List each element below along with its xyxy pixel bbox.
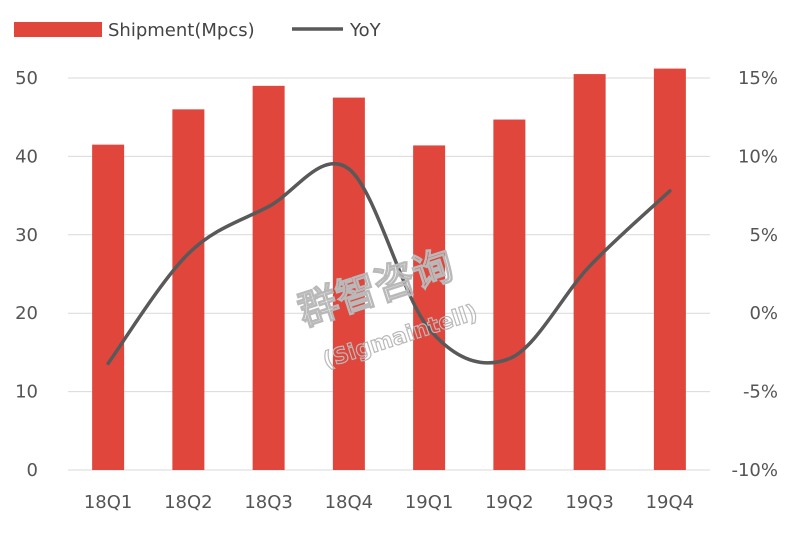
right-tick-label: -5%	[743, 382, 778, 403]
x-tick-label: 18Q2	[164, 492, 213, 513]
legend-shipment-label: Shipment(Mpcs)	[108, 20, 255, 41]
left-tick-label: 30	[15, 225, 38, 246]
bar-19Q1	[413, 145, 446, 470]
x-tick-label: 19Q2	[485, 492, 534, 513]
bar-18Q2	[172, 109, 205, 471]
legend-bar-swatch	[14, 22, 102, 37]
x-tick-label: 19Q4	[646, 492, 695, 513]
right-tick-label: 5%	[749, 225, 778, 246]
left-tick-label: 40	[15, 146, 38, 167]
line-series	[106, 161, 672, 366]
yoy-line	[106, 161, 672, 366]
bar-18Q1	[92, 144, 125, 470]
right-tick-label: 10%	[738, 146, 778, 167]
bar-series	[92, 68, 686, 471]
bar-18Q3	[252, 85, 285, 470]
x-tick-label: 19Q3	[565, 492, 614, 513]
x-tick-label: 18Q4	[325, 492, 374, 513]
left-tick-label: 50	[15, 68, 38, 89]
bar-19Q2	[493, 119, 526, 470]
right-tick-label: 15%	[738, 68, 778, 89]
right-tick-label: 0%	[749, 303, 778, 324]
legend-yoy-label: YoY	[349, 20, 382, 41]
legend: Shipment(Mpcs) YoY	[14, 20, 382, 41]
x-tick-label: 18Q3	[244, 492, 293, 513]
left-axis: 0 10 20 30 40 50	[15, 68, 38, 481]
bar-19Q4	[653, 68, 686, 470]
right-tick-label: -10%	[731, 460, 778, 481]
left-tick-label: 0	[27, 460, 38, 481]
left-tick-label: 10	[15, 382, 38, 403]
x-axis: 18Q1 18Q2 18Q3 18Q4 19Q1 19Q2 19Q3 19Q4	[84, 492, 694, 513]
bar-18Q4	[332, 97, 365, 470]
right-axis: -10% -5% 0% 5% 10% 15%	[731, 68, 778, 481]
left-tick-label: 20	[15, 303, 38, 324]
watermark: 群智咨询 (Sigmaintell)	[292, 242, 481, 375]
x-tick-label: 18Q1	[84, 492, 133, 513]
x-tick-label: 19Q1	[405, 492, 454, 513]
bar-19Q3	[573, 74, 606, 470]
